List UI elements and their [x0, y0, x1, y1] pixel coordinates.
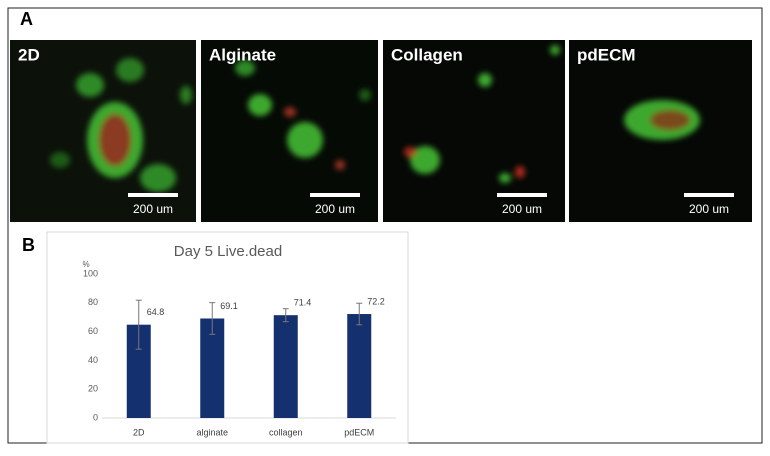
image-label: Alginate [209, 45, 276, 64]
data-label: 72.2 [367, 296, 385, 306]
x-tick-label: pdECM [344, 427, 374, 437]
scale-bar [128, 193, 178, 197]
data-label: 71.4 [294, 298, 312, 308]
y-tick-label: 40 [88, 355, 98, 365]
bar [347, 314, 372, 418]
panel-label: B [22, 235, 35, 255]
y-tick-label: 20 [88, 384, 98, 394]
y-tick-label: 100 [83, 268, 98, 278]
scale-bar-label: 200 um [133, 202, 173, 216]
x-tick-label: 2D [133, 427, 145, 437]
image-label: 2D [18, 45, 40, 64]
scale-bar-label: 200 um [689, 202, 729, 216]
data-label: 64.8 [147, 307, 165, 317]
panel-label: A [20, 9, 33, 29]
scale-bar [310, 193, 360, 197]
y-axis-label: % [82, 260, 89, 269]
bar [273, 315, 298, 418]
x-tick-label: alginate [196, 427, 228, 437]
image-alginate [201, 40, 378, 222]
scale-bar [497, 193, 547, 197]
image-label: pdECM [577, 45, 636, 64]
y-tick-label: 60 [88, 326, 98, 336]
data-label: 69.1 [220, 301, 238, 311]
scale-bar-label: 200 um [502, 202, 542, 216]
x-tick-label: collagen [269, 427, 303, 437]
scale-bar-label: 200 um [315, 202, 355, 216]
y-tick-label: 0 [93, 412, 98, 422]
image-pdecm [569, 40, 752, 222]
image-collagen [383, 40, 565, 222]
bar [200, 318, 225, 418]
y-tick-label: 80 [88, 297, 98, 307]
image-label: Collagen [391, 45, 463, 64]
scale-bar [684, 193, 734, 197]
chart-title: Day 5 Live.dead [174, 243, 282, 260]
image-2d [10, 40, 196, 222]
